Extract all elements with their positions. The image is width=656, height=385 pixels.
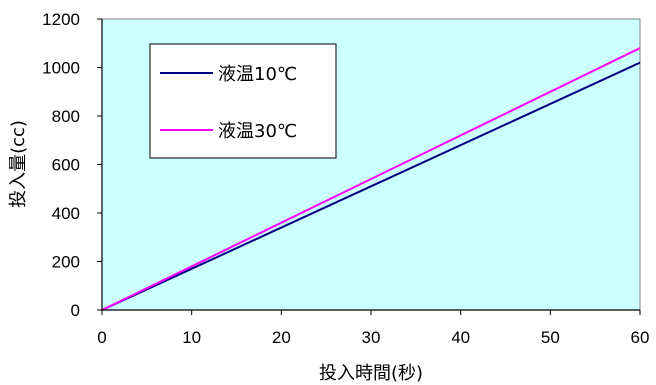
y-tick-label: 1000 — [42, 59, 80, 78]
series-line-1 — [101, 61, 641, 311]
x-tick-label: 30 — [362, 328, 381, 347]
y-tick-label: 1200 — [42, 10, 80, 29]
legend-label-series-1: 液温10℃ — [218, 64, 297, 85]
series-layer — [101, 47, 641, 311]
y-tick-label: 0 — [71, 301, 80, 320]
x-axis-label: 投入時間(秒) — [319, 363, 423, 384]
legend: 液温10℃ 液温30℃ — [149, 43, 337, 159]
x-tick-label: 60 — [631, 328, 650, 347]
legend-box — [149, 43, 337, 159]
y-tick-label: 800 — [52, 107, 80, 126]
x-tick-label: 0 — [97, 328, 106, 347]
y-tick-label: 600 — [52, 156, 80, 175]
y-axis-label: 投入量(cc) — [8, 120, 29, 208]
x-ticks: 0 10 20 30 40 50 60 — [97, 310, 649, 347]
y-tick-label: 400 — [52, 204, 80, 223]
y-ticks: 0 200 400 600 800 1000 1200 — [42, 10, 102, 320]
x-tick-label: 40 — [451, 328, 470, 347]
x-tick-label: 10 — [182, 328, 201, 347]
legend-label-series-2: 液温30℃ — [218, 121, 297, 142]
y-tick-label: 200 — [52, 253, 80, 272]
series-line-2 — [101, 47, 641, 311]
x-tick-label: 50 — [541, 328, 560, 347]
x-tick-label: 20 — [272, 328, 291, 347]
